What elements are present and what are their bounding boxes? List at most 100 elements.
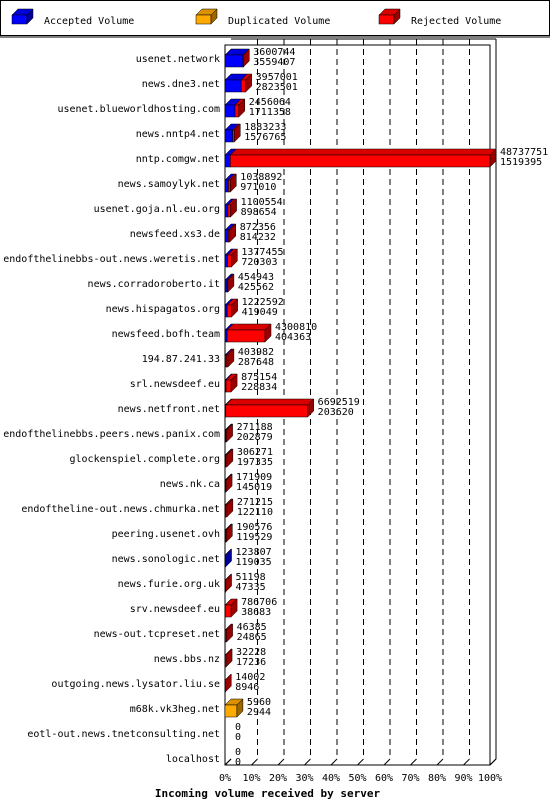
value-label-bottom-1: 3559407 (253, 57, 295, 68)
bar-1-6 (224, 179, 229, 193)
value-label-bottom-2: 2823501 (256, 82, 298, 93)
value-label-bottom-25: 17236 (236, 657, 266, 668)
value-label-top-2: 3957001 (256, 72, 298, 83)
value-label-top-19: 271215 (237, 497, 273, 508)
bar-3-2-side (245, 73, 252, 93)
value-label-bottom-17: 197335 (237, 457, 273, 468)
bar-3-12 (226, 329, 266, 343)
value-label-bottom-14: 228834 (241, 382, 277, 393)
value-label-bottom-21: 119035 (236, 557, 272, 568)
tick-mark-4 (330, 758, 338, 766)
value-label-bottom-5: 1519395 (500, 157, 542, 168)
legend-swatch-3-side (393, 8, 401, 25)
bar-3-12-side (264, 323, 272, 343)
category-label-21: news.sonologic.net (112, 554, 220, 565)
bar-3-3-side (238, 98, 246, 118)
value-label-top-21: 123807 (236, 547, 272, 558)
category-label-8: newsfeed.xs3.de (130, 229, 220, 240)
category-label-12: newsfeed.bofh.team (112, 329, 220, 340)
tick-mark-7 (410, 758, 417, 766)
tick-mark-9 (463, 758, 470, 766)
tick-mark-10 (489, 758, 497, 766)
bar-2-27 (224, 704, 238, 718)
bar-1-8 (224, 229, 229, 243)
value-label-top-10: 454943 (238, 272, 274, 283)
x-tick-label-7: 70% (401, 773, 419, 784)
value-label-bottom-6: 971010 (240, 182, 276, 193)
value-label-bottom-28: 0 (235, 732, 241, 743)
category-label-3: usenet.blueworldhosting.com (57, 104, 220, 115)
bar-3-25-side (225, 648, 233, 668)
category-label-18: news.nk.ca (160, 479, 220, 490)
bar-3-6 (228, 179, 231, 193)
bar-3-23-side (230, 598, 238, 618)
x-tick-label-0: 0% (219, 773, 231, 784)
value-label-bottom-9: 720303 (241, 257, 277, 268)
category-label-25: news.bbs.nz (154, 654, 220, 665)
value-label-top-8: 872356 (240, 222, 276, 233)
tick-mark-0 (224, 758, 232, 766)
legend-swatch-2 (195, 14, 212, 25)
legend-label-2: Duplicated Volume (228, 16, 330, 27)
value-label-bottom-8: 814232 (240, 232, 276, 243)
category-label-14: srl.newsdeef.eu (130, 379, 220, 390)
x-tick-label-6: 60% (375, 773, 393, 784)
value-label-bottom-26: 8946 (235, 682, 259, 693)
bar-2-27-side (236, 698, 244, 718)
value-label-top-5: 48737751 (500, 147, 548, 158)
x-tick-label-1: 10% (242, 773, 260, 784)
bar-3-9 (227, 254, 232, 268)
legend-box (0, 0, 550, 36)
bar-3-4-side (234, 123, 241, 143)
bar-3-5 (230, 154, 491, 168)
bar-3-1-side (243, 48, 250, 68)
bar-3-24-side (226, 623, 233, 643)
bar-3-2 (240, 79, 246, 93)
value-label-top-25: 32228 (236, 647, 266, 658)
category-label-7: usenet.goja.nl.eu.org (94, 204, 220, 215)
legend-swatch-1 (11, 14, 28, 25)
x-tick-label-8: 80% (428, 773, 446, 784)
bar-3-20-side (226, 523, 233, 543)
category-label-24: news-out.tcpreset.net (94, 629, 220, 640)
value-label-top-11: 1222592 (242, 297, 284, 308)
value-label-bottom-13: 287648 (238, 357, 274, 368)
value-label-bottom-10: 425562 (238, 282, 274, 293)
value-label-top-12: 4300810 (275, 322, 317, 333)
bar-3-9-side (231, 248, 238, 268)
value-label-top-26: 14002 (235, 672, 265, 683)
bar-3-14 (225, 379, 232, 393)
x-tick-label-5: 50% (348, 773, 366, 784)
value-label-top-27: 5960 (247, 697, 271, 708)
bar-3-16-side (226, 423, 233, 443)
bar-3-13-side (227, 348, 235, 368)
value-label-bottom-29: 0 (235, 757, 241, 768)
bar-3-15-top (225, 398, 315, 406)
bar-1-3 (224, 104, 236, 118)
value-label-bottom-24: 24865 (237, 632, 267, 643)
category-label-23: srv.newsdeef.eu (130, 604, 220, 615)
x-tick-label-10: 100% (478, 773, 502, 784)
category-label-16: endofthelinebbs.peers.news.panix.com (3, 429, 220, 440)
category-label-28: eotl-out.news.tnetconsulting.net (27, 729, 220, 740)
value-label-bottom-15: 203620 (318, 407, 354, 418)
legend-swatch-3 (378, 14, 395, 25)
value-label-top-16: 271188 (237, 422, 273, 433)
bar-3-23 (225, 604, 232, 618)
value-label-top-3: 2456064 (249, 97, 291, 108)
tick-mark-1 (251, 758, 258, 766)
tick-mark-5 (357, 758, 364, 766)
tick-mark-6 (383, 758, 391, 766)
bar-3-5-side (489, 148, 497, 168)
category-label-19: endoftheline-out.news.chmurka.net (21, 504, 220, 515)
tick-mark-3 (304, 758, 311, 766)
value-label-top-4: 1883233 (244, 122, 286, 133)
category-label-5: nntp.comgw.net (136, 154, 220, 165)
bar-1-9 (224, 254, 228, 268)
bar-1-11 (224, 304, 228, 318)
bar-3-11-side (231, 298, 238, 318)
bar-3-17-side (226, 448, 234, 468)
category-label-22: news.furie.org.uk (118, 579, 220, 590)
bar-1-5 (224, 154, 231, 168)
bar-3-15 (225, 404, 308, 418)
